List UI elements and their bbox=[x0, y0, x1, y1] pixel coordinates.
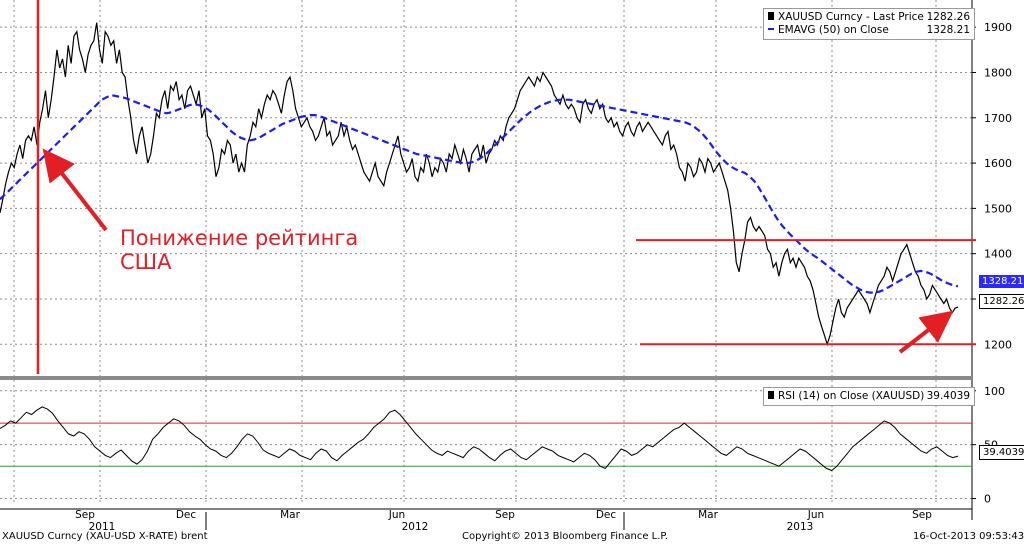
y-tick-label: 1900 bbox=[984, 21, 1012, 34]
y-tick-label: 1200 bbox=[984, 338, 1012, 351]
legend-row-ema: EMAVG (50) on Close 1328.21 bbox=[768, 24, 970, 37]
y-tick-label: 1700 bbox=[984, 112, 1012, 125]
x-tick-label: Dec bbox=[596, 509, 617, 521]
ema-last-tag: 1328.21 bbox=[979, 275, 1024, 288]
legend-row-rsi: RSI (14) on Close (XAUUSD) 39.4039 bbox=[768, 390, 970, 403]
x-tick-label: Sep bbox=[495, 509, 515, 521]
downgrade-annotation: Понижение рейтинга США bbox=[120, 226, 358, 274]
footer-left: XAUUSD Curncy (XAU-USD X-RATE) brent bbox=[2, 531, 208, 542]
y-tick-label: 1400 bbox=[984, 248, 1012, 261]
x-tick-label: Dec bbox=[176, 509, 197, 521]
panel-separator bbox=[0, 376, 972, 380]
price-last-tag: 1282.26 bbox=[979, 294, 1024, 309]
ema-line bbox=[0, 93, 959, 294]
rsi-y-tick-label: 0 bbox=[984, 493, 991, 506]
legend-price-value: 1282.26 bbox=[926, 11, 970, 23]
legend-price-name: XAUUSD Curncy - Last Price bbox=[778, 11, 924, 23]
legend-row-price: XAUUSD Curncy - Last Price 1282.26 bbox=[768, 11, 970, 24]
legend-ema-name: EMAVG (50) on Close bbox=[778, 24, 889, 36]
x-tick-label: Jun bbox=[807, 509, 824, 521]
price-legend: XAUUSD Curncy - Last Price 1282.26 EMAVG… bbox=[763, 8, 975, 40]
footer-right: 16-Oct-2013 09:53:43 bbox=[913, 531, 1024, 542]
x-tick-label: Sep bbox=[912, 509, 932, 521]
x-tick-label: Sep bbox=[75, 509, 95, 521]
rsi-last-tag: 39.4039 bbox=[979, 445, 1024, 460]
legend-swatch-price-icon bbox=[768, 12, 774, 20]
legend-rsi-name: RSI (14) on Close (XAUUSD) bbox=[778, 390, 925, 402]
annotation-arrow bbox=[42, 148, 108, 232]
x-tick-label: Mar bbox=[280, 509, 300, 521]
y-tick-label: 1600 bbox=[984, 157, 1012, 170]
legend-swatch-rsi-icon bbox=[768, 391, 774, 399]
legend-ema-value: 1328.21 bbox=[926, 24, 970, 36]
rsi-legend: RSI (14) on Close (XAUUSD) 39.4039 bbox=[763, 387, 975, 406]
annotation-line-2: США bbox=[120, 250, 172, 274]
x-year-label: 2013 bbox=[787, 521, 814, 533]
legend-swatch-ema-icon bbox=[768, 28, 774, 32]
price-line bbox=[0, 22, 959, 347]
rsi-last-value: 39.4039 bbox=[983, 447, 1024, 458]
x-tick-label: Jun bbox=[388, 509, 405, 521]
y-tick-label: 1800 bbox=[984, 66, 1012, 79]
ema-last-value: 1328.21 bbox=[982, 276, 1024, 287]
x-tick-label: Mar bbox=[698, 509, 718, 521]
x-year-label: 2011 bbox=[89, 521, 116, 533]
x-year-label: 2012 bbox=[402, 521, 429, 533]
y-tick-label: 1500 bbox=[984, 202, 1012, 215]
footer-center: Copyright© 2013 Bloomberg Finance L.P. bbox=[462, 531, 669, 542]
legend-rsi-value: 39.4039 bbox=[926, 390, 970, 402]
rsi-y-tick-label: 100 bbox=[984, 385, 1005, 398]
support-arrow bbox=[898, 310, 954, 354]
price-last-value: 1282.26 bbox=[983, 296, 1024, 307]
rsi-line bbox=[0, 406, 959, 472]
annotation-line-1: Понижение рейтинга bbox=[120, 226, 359, 250]
